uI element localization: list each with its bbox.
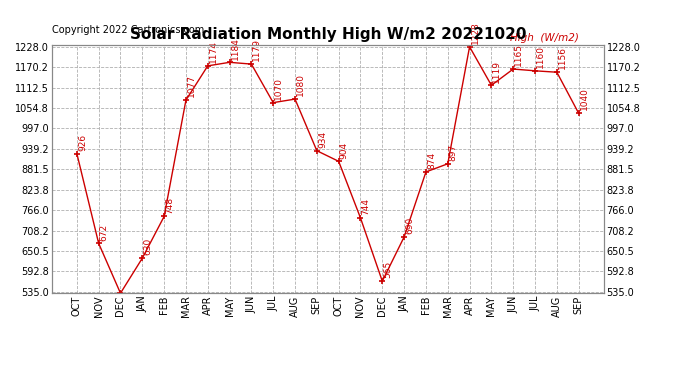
Text: 1070: 1070 (274, 77, 284, 100)
Text: 1080: 1080 (296, 74, 305, 96)
Text: 1174: 1174 (209, 40, 218, 63)
Text: 1179: 1179 (253, 38, 262, 62)
Text: 744: 744 (362, 198, 371, 215)
Text: 565: 565 (384, 261, 393, 278)
Text: High  (W/m2): High (W/m2) (510, 33, 579, 42)
Text: 1040: 1040 (580, 88, 589, 111)
Text: 1228: 1228 (471, 21, 480, 44)
Text: 874: 874 (427, 152, 436, 169)
Text: 1184: 1184 (230, 37, 239, 60)
Text: 897: 897 (448, 144, 457, 161)
Text: 672: 672 (100, 224, 109, 241)
Text: 748: 748 (165, 196, 174, 214)
Title: Solar Radiation Monthly High W/m2 20221020: Solar Radiation Monthly High W/m2 202210… (130, 27, 526, 42)
Text: 531: 531 (0, 374, 1, 375)
Text: 690: 690 (405, 217, 414, 234)
Text: Copyright 2022 Cartronics.com: Copyright 2022 Cartronics.com (52, 25, 204, 35)
Text: 1156: 1156 (558, 46, 567, 69)
Text: 926: 926 (78, 134, 87, 151)
Text: 934: 934 (318, 131, 327, 148)
Text: 1160: 1160 (536, 45, 545, 68)
Text: 1119: 1119 (493, 60, 502, 82)
Text: 1077: 1077 (187, 74, 196, 98)
Text: 630: 630 (144, 238, 152, 255)
Text: 904: 904 (339, 141, 348, 159)
Text: 1165: 1165 (514, 43, 523, 66)
